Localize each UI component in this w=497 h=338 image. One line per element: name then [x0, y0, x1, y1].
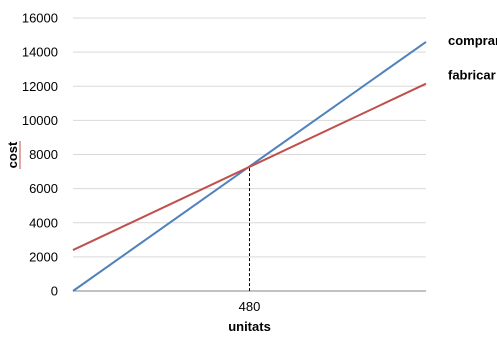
x-tick-label: 480: [239, 299, 261, 314]
y-tick-label: 4000: [29, 215, 58, 230]
y-tick-label: 0: [51, 284, 58, 299]
series-labels: comprar fabricar: [448, 33, 497, 83]
series-label-fabricar: fabricar: [448, 68, 496, 83]
y-axis-ticks: 0 2000 4000 6000 8000 10000 12000 14000 16000: [22, 11, 58, 299]
y-tick-label: 10000: [22, 113, 58, 128]
y-tick-label: 2000: [29, 249, 58, 264]
y-axis-title: cost: [5, 141, 20, 168]
y-tick-label: 6000: [29, 181, 58, 196]
y-tick-label: 16000: [22, 11, 58, 26]
y-tick-label: 14000: [22, 45, 58, 60]
series-label-comprar: comprar: [448, 33, 497, 48]
y-tick-label: 12000: [22, 79, 58, 94]
series-line-fabricar: [72, 82, 427, 251]
x-axis-ticks: 480: [239, 299, 261, 314]
x-axis-title: unitats: [228, 319, 271, 334]
series-group: [72, 41, 427, 292]
y-tick-label: 8000: [29, 147, 58, 162]
